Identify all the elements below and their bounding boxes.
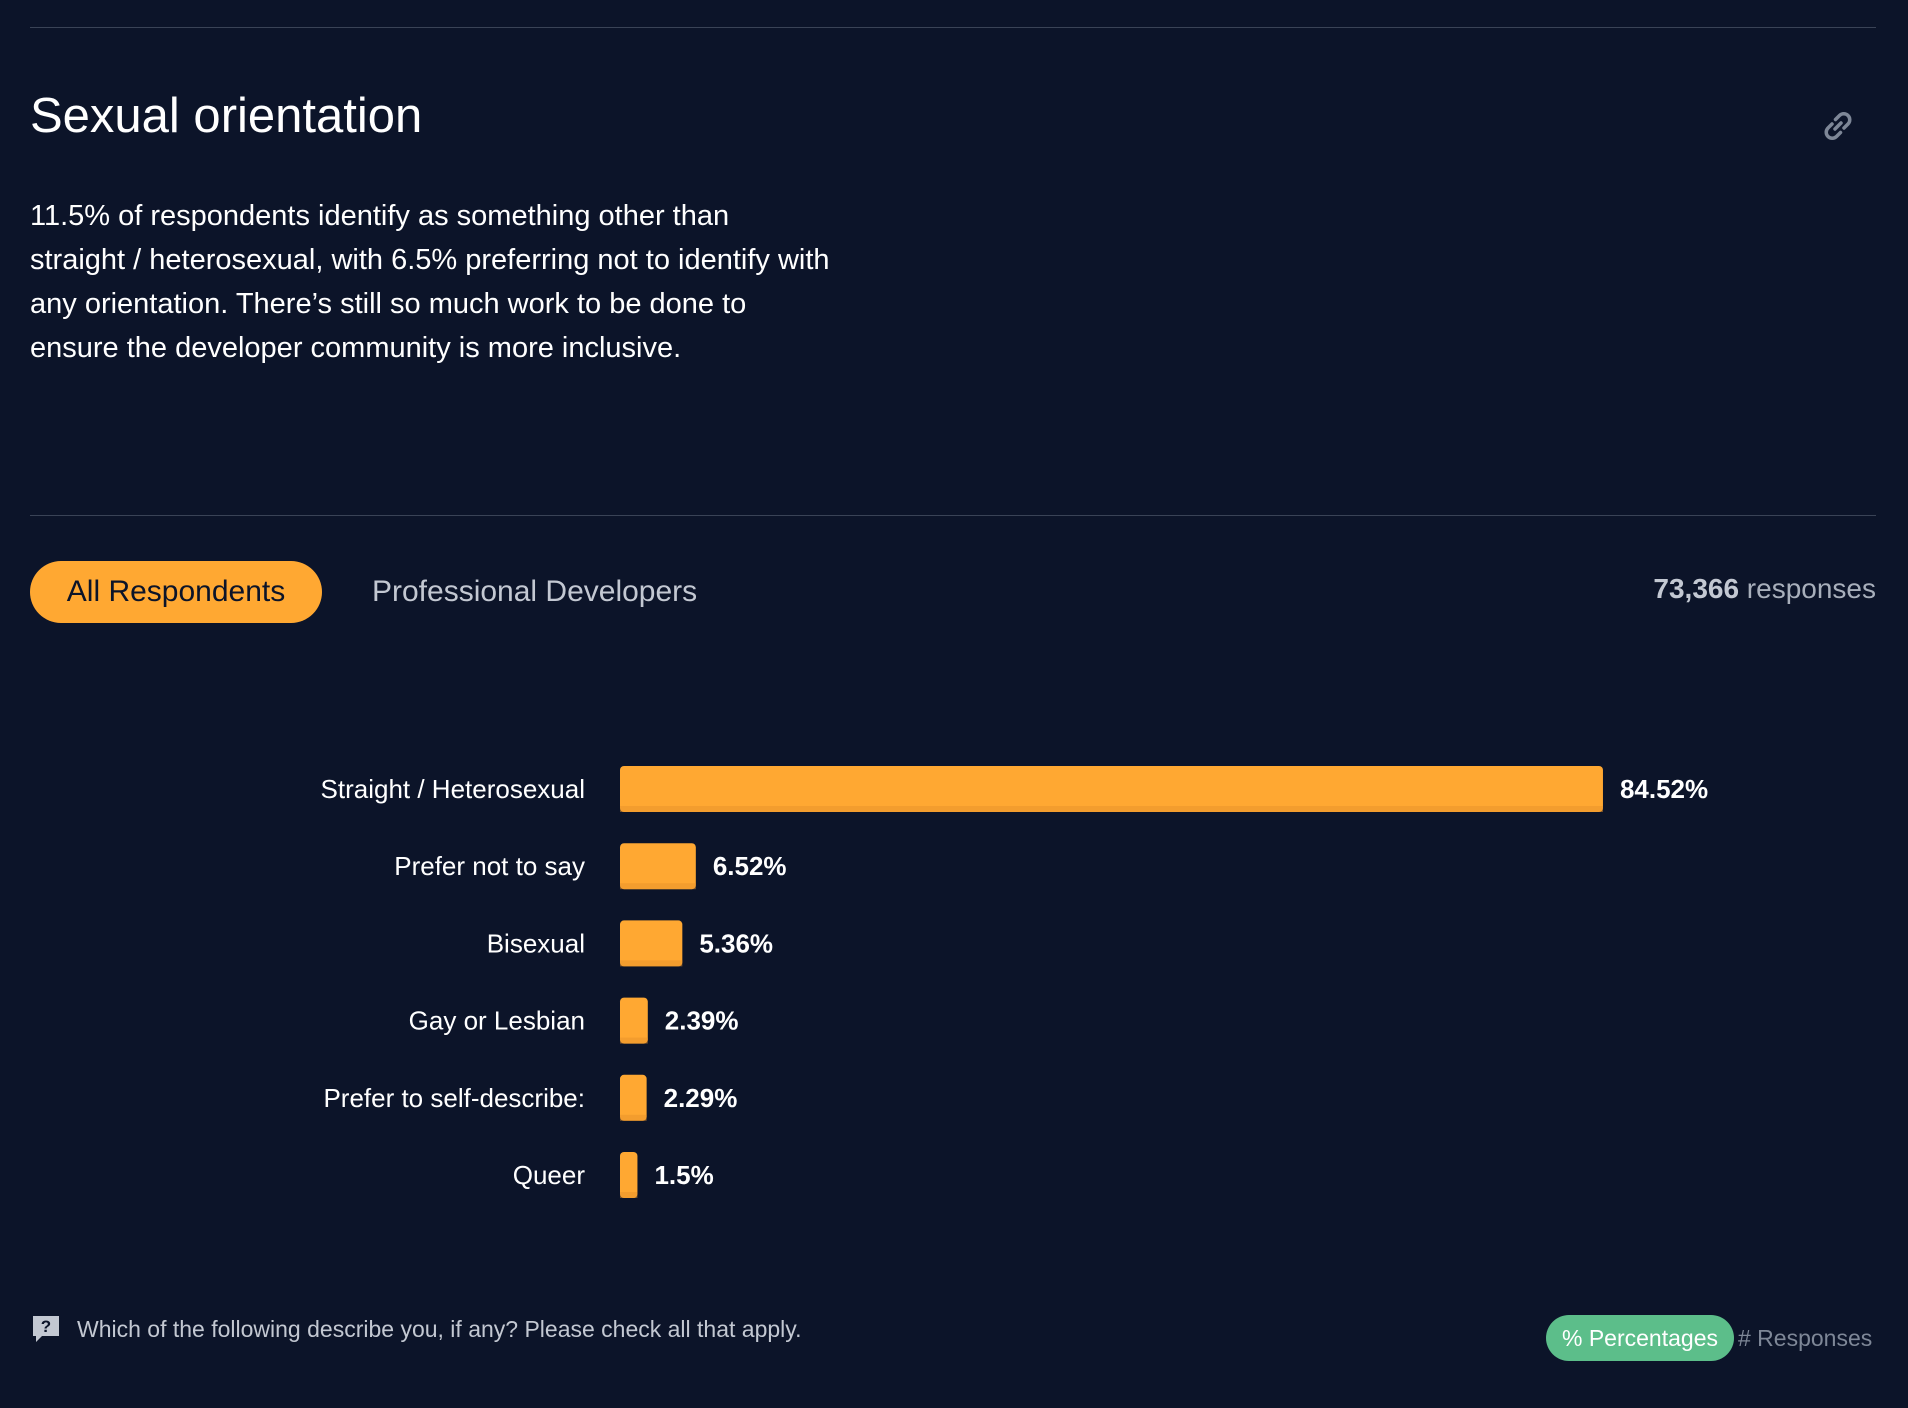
bar-shadow <box>620 806 1603 812</box>
middle-divider <box>30 515 1876 516</box>
question-icon: ? <box>33 1316 59 1342</box>
bar-shadow <box>620 1114 647 1121</box>
responses-label: responses <box>1739 573 1876 604</box>
value-label: 2.29% <box>664 1083 738 1113</box>
category-label: Bisexual <box>487 928 585 958</box>
tab-all-respondents[interactable]: All Respondents <box>30 561 322 623</box>
category-label: Gay or Lesbian <box>409 1006 585 1036</box>
bar-shadow <box>620 883 696 890</box>
bar <box>620 997 648 1044</box>
value-label: 1.5% <box>654 1160 713 1190</box>
survey-question: Which of the following describe you, if … <box>77 1316 802 1342</box>
bar-shadow <box>620 960 683 967</box>
percentages-toggle[interactable]: % Percentages <box>1546 1315 1734 1361</box>
category-label: Prefer to self-describe: <box>323 1083 585 1113</box>
bar <box>620 1152 638 1198</box>
category-label: Straight / Heterosexual <box>321 774 585 804</box>
bar <box>620 1074 647 1121</box>
top-divider <box>30 27 1876 28</box>
value-label: 5.36% <box>699 928 773 958</box>
bar <box>620 843 696 890</box>
section-description: 11.5% of respondents identify as somethi… <box>30 200 830 364</box>
bar <box>620 920 683 967</box>
value-label: 6.52% <box>713 851 787 881</box>
tab-professional-developers[interactable]: Professional Developers <box>372 575 698 608</box>
responses-count: 73,366 responses <box>1653 573 1876 605</box>
bar-shadow <box>620 1192 638 1198</box>
category-label: Queer <box>513 1160 586 1190</box>
value-label: 84.52% <box>1620 774 1708 804</box>
responses-number: 73,366 <box>1653 573 1740 604</box>
bar-shadow <box>620 1037 648 1044</box>
link-icon[interactable] <box>1818 106 1858 146</box>
category-label: Prefer not to say <box>394 851 585 881</box>
value-label: 2.39% <box>665 1006 739 1036</box>
bar <box>620 766 1603 812</box>
svg-text:?: ? <box>41 1317 51 1336</box>
section-title: Sexual orientation <box>30 89 423 143</box>
responses-toggle[interactable]: # Responses <box>1738 1325 1873 1351</box>
bar-chart: Straight / Heterosexual 84.52% Prefer not … <box>321 766 1708 1198</box>
